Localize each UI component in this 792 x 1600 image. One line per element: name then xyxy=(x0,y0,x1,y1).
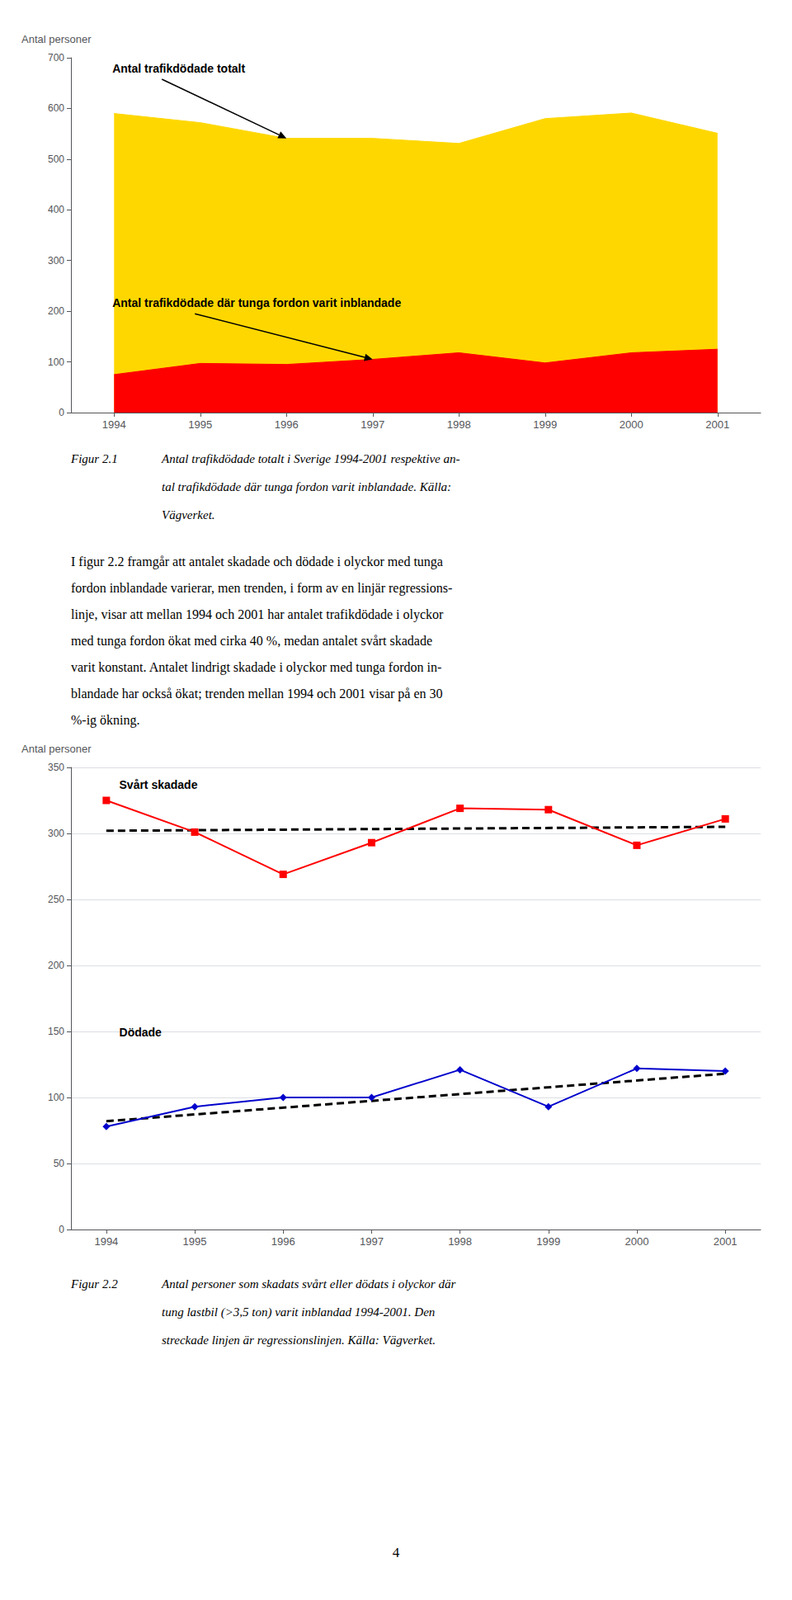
svg-text:150: 150 xyxy=(47,1025,65,1038)
svg-text:700: 700 xyxy=(47,51,65,64)
svg-text:50: 50 xyxy=(53,1157,66,1170)
svg-text:1998: 1998 xyxy=(447,1235,472,1248)
svg-text:Antal trafikdödade totalt i Sv: Antal trafikdödade totalt i Sverige 1994… xyxy=(160,452,460,466)
svg-text:1994: 1994 xyxy=(102,418,127,431)
svg-text:1996: 1996 xyxy=(271,1235,296,1248)
svg-text:600: 600 xyxy=(47,102,65,114)
svg-text:0: 0 xyxy=(58,1223,65,1236)
svg-text:tung lastbil (>3,5 ton) varit: tung lastbil (>3,5 ton) varit inblandad … xyxy=(161,1305,435,1320)
svg-text:2000: 2000 xyxy=(619,418,644,431)
svg-text:1995: 1995 xyxy=(188,418,213,431)
svg-text:Antal personer som skadats svå: Antal personer som skadats svårt eller d… xyxy=(160,1277,456,1291)
svg-text:2001: 2001 xyxy=(713,1235,738,1248)
svg-text:2001: 2001 xyxy=(705,418,730,431)
svg-text:1996: 1996 xyxy=(274,418,299,431)
svg-text:100: 100 xyxy=(47,356,65,368)
svg-text:varit konstant. Antalet lindri: varit konstant. Antalet lindrigt skadade… xyxy=(70,660,442,675)
svg-text:I figur 2.2 framgår att antale: I figur 2.2 framgår att antalet skadade … xyxy=(70,554,444,570)
svg-text:1999: 1999 xyxy=(536,1235,561,1248)
svg-text:200: 200 xyxy=(47,959,65,972)
svg-text:fordon inblandade varierar, me: fordon inblandade varierar, men trenden,… xyxy=(70,580,453,596)
svg-text:250: 250 xyxy=(47,893,65,906)
svg-text:0: 0 xyxy=(58,406,65,419)
svg-text:Antal trafikdödade totalt: Antal trafikdödade totalt xyxy=(112,61,246,76)
svg-text:2000: 2000 xyxy=(624,1235,649,1248)
svg-text:4: 4 xyxy=(392,1544,401,1561)
svg-text:linje, visar att mellan 1994 o: linje, visar att mellan 1994 och 2001 ha… xyxy=(70,607,444,623)
svg-text:1994: 1994 xyxy=(94,1235,118,1248)
svg-text:1997: 1997 xyxy=(359,1235,384,1248)
svg-text:med tunga fordon ökat med cirk: med tunga fordon ökat med cirka 40 %, me… xyxy=(70,633,433,649)
svg-text:tal trafikdödade där tunga for: tal trafikdödade där tunga fordon varit … xyxy=(161,480,452,494)
svg-text:Figur 2.1: Figur 2.1 xyxy=(70,452,118,466)
svg-text:%-ig ökning.: %-ig ökning. xyxy=(70,712,141,728)
svg-text:300: 300 xyxy=(47,254,65,267)
svg-text:200: 200 xyxy=(47,305,65,317)
svg-text:100: 100 xyxy=(47,1091,65,1104)
svg-text:Antal personer: Antal personer xyxy=(21,33,92,46)
svg-text:Figur 2.2: Figur 2.2 xyxy=(70,1277,118,1291)
svg-text:Vägverket.: Vägverket. xyxy=(161,508,216,522)
svg-text:1998: 1998 xyxy=(447,418,472,431)
svg-text:350: 350 xyxy=(47,761,65,774)
svg-text:Dödade: Dödade xyxy=(119,1025,163,1039)
svg-text:Antal personer: Antal personer xyxy=(21,742,92,755)
svg-text:500: 500 xyxy=(47,153,65,165)
svg-text:1995: 1995 xyxy=(183,1235,208,1248)
svg-text:400: 400 xyxy=(47,203,65,216)
svg-text:300: 300 xyxy=(47,827,65,840)
svg-text:blandade har också ökat; trend: blandade har också ökat; trenden mellan … xyxy=(70,686,444,702)
svg-text:Antal trafikdödade där tunga f: Antal trafikdödade där tunga fordon vari… xyxy=(112,296,401,310)
svg-text:streckade linjen är regression: streckade linjen är regressionslinjen. K… xyxy=(161,1333,436,1347)
svg-text:1999: 1999 xyxy=(532,418,557,431)
svg-text:1997: 1997 xyxy=(360,418,385,431)
svg-text:Svårt skadade: Svårt skadade xyxy=(119,777,198,792)
